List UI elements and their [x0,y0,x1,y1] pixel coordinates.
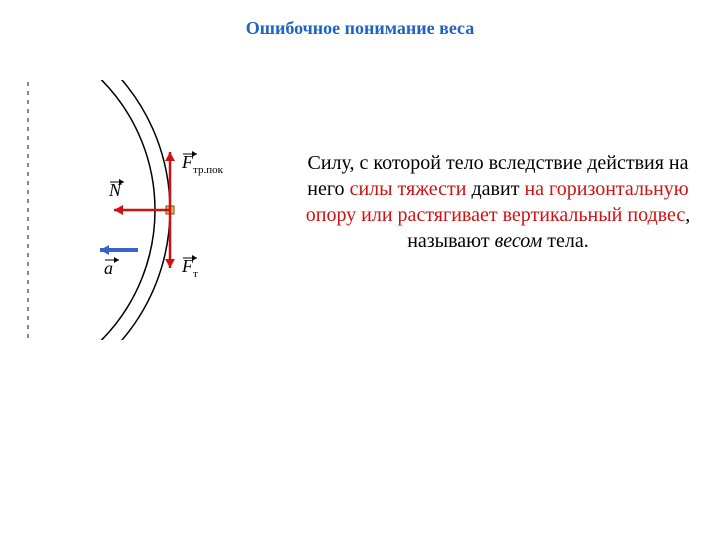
definition-paragraph: Силу, с которой тело вследствие действия… [298,150,698,254]
paragraph-segment: силы тяжести [350,178,467,200]
svg-text:Fт: Fт [181,256,198,280]
diagram-svg: Fтр.пок Fт Na [0,80,270,340]
paragraph-segment: тела. [542,230,588,252]
paragraph-segment: весом [495,230,543,252]
force-diagram: Fтр.пок Fт Na [0,80,270,340]
svg-text:Fтр.пок: Fтр.пок [181,152,224,176]
svg-text:a: a [104,258,113,278]
page-title: Ошибочное понимание веса [0,18,720,39]
svg-text:N: N [108,180,122,200]
paragraph-segment: давит [467,178,525,200]
